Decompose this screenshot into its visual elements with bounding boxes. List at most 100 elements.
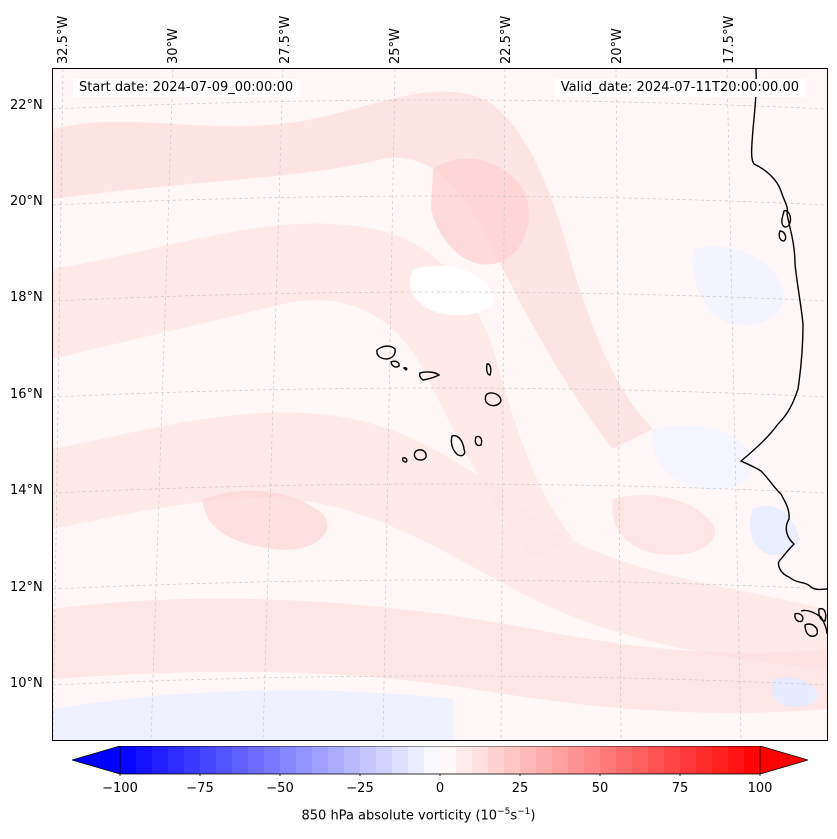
lat-label-16n: 16°N <box>10 387 43 402</box>
lat-label-10n: 10°N <box>10 676 43 691</box>
colorbar-tick-label: 50 <box>591 781 609 796</box>
colorbar-cell <box>568 746 585 774</box>
vorticity-map: Start date: 2024-07-09_00:00:00 Valid_da… <box>52 68 828 741</box>
lon-label-30w: 30°W <box>166 28 181 64</box>
colorbar-cell <box>360 746 377 774</box>
colorbar-cell <box>216 746 233 774</box>
parallel-12n <box>53 579 827 590</box>
colorbar-cell <box>520 746 537 774</box>
colorbar-cell <box>328 746 345 774</box>
colorbar-cell <box>120 746 137 774</box>
cv-sal <box>485 363 492 376</box>
lat-label-20n: 20°N <box>10 194 43 209</box>
bijagos-coast <box>800 609 827 635</box>
cv-maio <box>474 435 483 447</box>
colorbar-cell <box>440 746 457 774</box>
cv-santo-antao <box>376 345 396 360</box>
vorticity-band-3 <box>53 412 827 669</box>
colorbar-cell <box>648 746 665 774</box>
colorbar-cell <box>184 746 201 774</box>
vorticity-neg-4 <box>749 505 799 556</box>
colorbar-cell <box>280 746 297 774</box>
meridian-27-5w <box>262 69 284 740</box>
cv-boa-vista <box>484 392 502 407</box>
colorbar-cell <box>456 746 473 774</box>
vorticity-neg-2 <box>692 246 784 325</box>
vorticity-field <box>53 91 827 740</box>
colorbar-extend-max <box>759 746 808 775</box>
lon-label-27-5w: 27.5°W <box>278 15 293 64</box>
lon-label-20w: 20°W <box>610 28 625 64</box>
lat-label-14n: 14°N <box>10 483 43 498</box>
colorbar-label: 850 hPa absolute vorticity (10−5s−1) <box>0 807 837 823</box>
parallel-10n <box>53 675 827 686</box>
vorticity-band-4 <box>53 598 827 713</box>
colorbar-cell <box>312 746 329 774</box>
colorbar-cell <box>632 746 649 774</box>
colorbar <box>72 746 808 776</box>
lat-label-22n: 22°N <box>10 98 43 113</box>
colorbar-tick-label: 0 <box>435 781 445 796</box>
meridian-22-5w <box>500 69 506 740</box>
colorbar-label-end: ) <box>530 808 536 824</box>
colorbar-cell <box>552 746 569 774</box>
vorticity-blob-2 <box>203 490 328 550</box>
lon-label-22-5w: 22.5°W <box>499 15 514 64</box>
meridian-17-5w <box>726 69 742 740</box>
start-date-label: Start date: 2024-07-09_00:00:00 <box>73 79 300 97</box>
colorbar-cell <box>616 746 633 774</box>
colorbar-cell <box>600 746 617 774</box>
colorbar-cell <box>344 746 361 774</box>
colorbar-cell <box>408 746 425 774</box>
vorticity-blob-3 <box>612 495 715 555</box>
colorbar-tick-label: −50 <box>266 781 294 796</box>
colorbar-cell <box>232 746 249 774</box>
colorbar-cell <box>168 746 185 774</box>
coastlines <box>376 69 827 637</box>
cv-brava <box>401 457 408 463</box>
lon-label-17-5w: 17.5°W <box>722 15 737 64</box>
meridian-32-5w <box>53 69 64 740</box>
colorbar-cell <box>680 746 697 774</box>
colorbar-cell <box>296 746 313 774</box>
parallel-14n <box>53 483 827 494</box>
colorbar-cell <box>472 746 489 774</box>
colorbar-cell <box>584 746 601 774</box>
colorbar-tick-label: 25 <box>511 781 529 796</box>
parallel-18n <box>53 291 827 302</box>
colorbar-tick-label: −25 <box>346 781 374 796</box>
colorbar-extend-min <box>72 746 121 775</box>
lon-label-25w: 25°W <box>388 28 403 64</box>
colorbar-cell <box>536 746 553 774</box>
africa-coastline <box>739 69 827 591</box>
colorbar-cells <box>120 746 761 774</box>
colorbar-ticks <box>119 774 761 776</box>
vorticity-neg-5 <box>771 677 819 707</box>
colorbar-cell <box>696 746 713 774</box>
colorbar-label-exp2: −1 <box>517 807 531 817</box>
graticule <box>53 69 827 740</box>
vorticity-neg-1 <box>53 690 453 740</box>
valid-date-label: Valid_date: 2024-07-11T20:00:00.00 <box>554 79 805 97</box>
colorbar-cell <box>504 746 521 774</box>
cv-sao-nicolau <box>418 371 441 381</box>
bissau-island-2 <box>804 623 818 637</box>
bissau-island-3 <box>818 607 827 622</box>
colorbar-cell <box>376 746 393 774</box>
colorbar-cell <box>744 746 761 774</box>
island-2 <box>778 230 787 242</box>
colorbar-cell <box>424 746 441 774</box>
colorbar-label-mid: s <box>510 808 518 824</box>
cv-santiago <box>450 434 466 457</box>
colorbar-tick-label: 75 <box>671 781 689 796</box>
parallel-20n <box>53 195 827 206</box>
parallel-16n <box>53 387 827 398</box>
colorbar-cell <box>712 746 729 774</box>
meridian-20w <box>615 69 622 740</box>
colorbar-cell <box>200 746 217 774</box>
lon-label-32-5w: 32.5°W <box>56 15 71 64</box>
cv-santa-luzia <box>402 367 408 371</box>
meridian-25w <box>382 69 396 740</box>
cv-sao-vicente <box>390 360 400 368</box>
meridian-30w <box>150 69 174 740</box>
